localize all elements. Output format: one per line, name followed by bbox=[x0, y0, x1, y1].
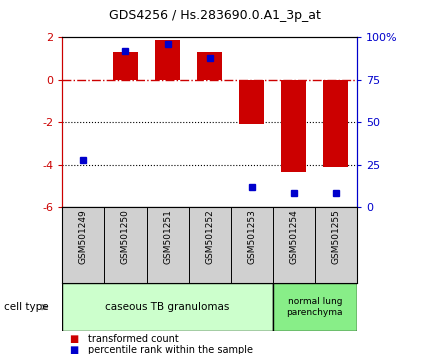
Text: ■: ■ bbox=[69, 334, 78, 344]
Text: percentile rank within the sample: percentile rank within the sample bbox=[88, 346, 253, 354]
Text: cell type: cell type bbox=[4, 302, 49, 312]
Text: GSM501251: GSM501251 bbox=[163, 209, 172, 264]
Text: GSM501254: GSM501254 bbox=[289, 209, 298, 264]
Text: transformed count: transformed count bbox=[88, 334, 179, 344]
Text: GSM501253: GSM501253 bbox=[247, 209, 256, 264]
Bar bbox=[281, 80, 307, 172]
Text: GSM501250: GSM501250 bbox=[121, 209, 130, 264]
Bar bbox=[155, 40, 180, 80]
Text: GDS4256 / Hs.283690.0.A1_3p_at: GDS4256 / Hs.283690.0.A1_3p_at bbox=[109, 9, 321, 22]
Bar bbox=[62, 283, 273, 331]
Bar bbox=[323, 80, 348, 167]
Text: caseous TB granulomas: caseous TB granulomas bbox=[105, 302, 230, 312]
Text: GSM501255: GSM501255 bbox=[332, 209, 341, 264]
Bar bbox=[273, 283, 357, 331]
Text: normal lung
parenchyma: normal lung parenchyma bbox=[286, 297, 343, 317]
Text: GSM501249: GSM501249 bbox=[79, 209, 88, 264]
Text: GSM501252: GSM501252 bbox=[205, 209, 214, 264]
Bar bbox=[113, 52, 138, 80]
Bar bbox=[197, 52, 222, 80]
Bar bbox=[239, 80, 264, 124]
Text: ■: ■ bbox=[69, 346, 78, 354]
